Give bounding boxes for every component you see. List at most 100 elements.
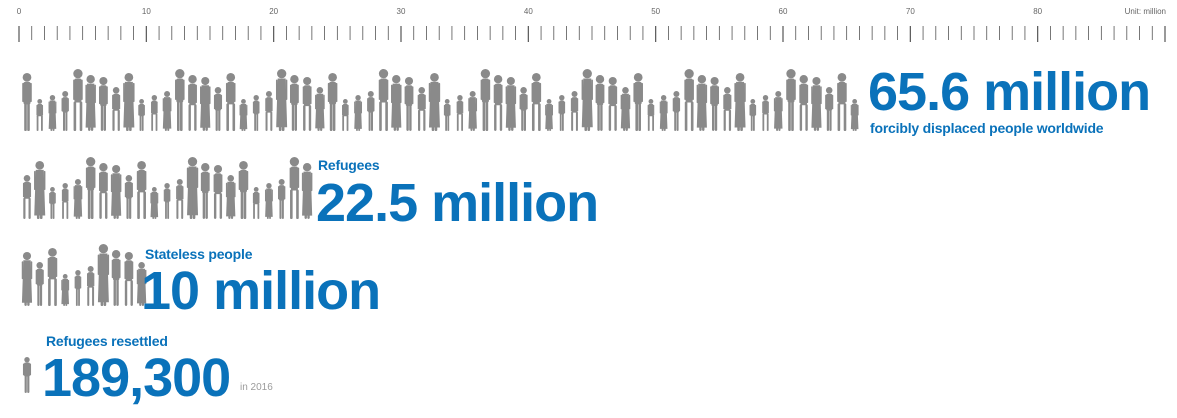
person-silhouette-icon: [391, 75, 402, 131]
person-silhouette-icon: [684, 69, 694, 131]
person-silhouette-icon: [608, 77, 618, 131]
person-silhouette-icon: [749, 99, 757, 131]
person-silhouette-icon: [289, 75, 299, 131]
person-silhouette-icon: [47, 248, 58, 306]
person-silhouette-icon: [723, 87, 732, 131]
person-silhouette-icon: [531, 73, 542, 131]
displaced-value: 65.6 million: [868, 62, 1151, 122]
person-silhouette-icon: [22, 357, 32, 393]
person-silhouette-icon: [49, 187, 56, 219]
person-silhouette-icon: [74, 270, 82, 306]
person-silhouette-icon: [111, 250, 121, 306]
refugees-value: 22.5 million: [316, 173, 599, 233]
person-silhouette-icon: [85, 157, 96, 219]
person-silhouette-icon: [275, 69, 288, 131]
person-silhouette-icon: [97, 244, 110, 306]
person-silhouette-icon: [238, 161, 249, 219]
person-silhouette-icon: [175, 69, 185, 131]
stateless-heading: Stateless people: [145, 246, 253, 262]
person-silhouette-icon: [188, 75, 197, 131]
person-silhouette-icon: [86, 266, 95, 306]
person-silhouette-icon: [73, 179, 83, 219]
person-silhouette-icon: [762, 95, 769, 131]
person-silhouette-icon: [136, 161, 147, 219]
person-silhouette-icon: [417, 87, 426, 131]
person-silhouette-icon: [200, 77, 211, 131]
refugees-heading: Refugees: [318, 157, 380, 173]
resettled-value: 189,300: [42, 348, 231, 408]
ruler-tick-label: 20: [269, 7, 278, 16]
person-silhouette-icon: [786, 69, 796, 131]
person-silhouette-icon: [264, 183, 273, 219]
ruler-tick-label: 30: [397, 7, 406, 16]
ruler-tick-label: 10: [142, 7, 151, 16]
person-silhouette-icon: [136, 262, 147, 306]
person-silhouette-icon: [112, 87, 121, 131]
resettled-heading: Refugees resettled: [46, 333, 168, 349]
ruler-tick-label: 50: [651, 7, 660, 16]
person-silhouette-icon: [545, 99, 554, 131]
displaced-subtitle: forcibly displaced people worldwide: [870, 120, 1104, 136]
person-silhouette-icon: [225, 175, 236, 219]
ruler-tick-label: 0: [17, 7, 22, 16]
person-silhouette-icon: [124, 251, 134, 306]
person-silhouette-icon: [36, 99, 44, 131]
person-silhouette-icon: [61, 91, 69, 131]
person-silhouette-icon: [22, 73, 32, 131]
person-silhouette-icon: [186, 157, 199, 219]
ruler-ticks: [18, 26, 1166, 42]
person-silhouette-icon: [519, 87, 528, 131]
person-silhouette-icon: [73, 69, 83, 131]
person-silhouette-icon: [696, 75, 708, 131]
person-silhouette-icon: [342, 99, 349, 131]
person-silhouette-icon: [811, 77, 822, 131]
person-silhouette-icon: [200, 163, 210, 219]
person-silhouette-icon: [428, 73, 441, 131]
ruler-tick-label: 70: [906, 7, 915, 16]
person-silhouette-icon: [123, 73, 135, 131]
person-silhouette-icon: [22, 175, 32, 219]
resettled-note: in 2016: [240, 382, 273, 393]
person-silhouette-icon: [773, 91, 783, 131]
person-silhouette-icon: [837, 73, 847, 131]
person-silhouette-icon: [505, 77, 517, 131]
person-silhouette-icon: [35, 262, 44, 306]
person-silhouette-icon: [252, 187, 260, 219]
scale-ruler: 0 10 20 30 40 50 60 70 80 Unit: million: [17, 7, 1166, 42]
person-silhouette-icon: [124, 175, 133, 219]
person-silhouette-icon: [213, 87, 223, 131]
person-silhouette-icon: [239, 99, 248, 131]
person-silhouette-icon: [672, 91, 681, 131]
ruler-tick-label: 80: [1033, 7, 1042, 16]
person-silhouette-icon: [659, 95, 668, 131]
person-silhouette-icon: [710, 77, 720, 131]
person-silhouette-icon: [151, 95, 158, 131]
person-silhouette-icon: [825, 87, 834, 131]
person-silhouette-icon: [252, 95, 260, 131]
person-silhouette-icon: [378, 69, 389, 131]
person-silhouette-icon: [595, 75, 605, 131]
unit-label: Unit: million: [1125, 7, 1166, 16]
person-silhouette-icon: [367, 91, 375, 131]
person-silhouette-icon: [734, 73, 746, 131]
person-silhouette-icon: [163, 183, 171, 219]
person-silhouette-icon: [558, 95, 566, 131]
person-silhouette-icon: [176, 179, 184, 219]
person-silhouette-icon: [61, 183, 69, 219]
person-silhouette-icon: [570, 91, 579, 131]
person-silhouette-icon: [315, 87, 325, 131]
person-silhouette-icon: [265, 91, 273, 131]
person-silhouette-icon: [98, 163, 108, 219]
ruler-labels: 0 10 20 30 40 50 60 70 80: [17, 7, 1043, 16]
person-silhouette-icon: [456, 95, 464, 131]
stateless-value: 10 million: [141, 261, 381, 321]
person-silhouette-icon: [327, 73, 338, 131]
person-silhouette-icon: [289, 157, 300, 219]
ruler-tick-label: 40: [524, 7, 533, 16]
person-silhouette-icon: [138, 99, 145, 131]
ruler-tick-label: 60: [779, 7, 788, 16]
